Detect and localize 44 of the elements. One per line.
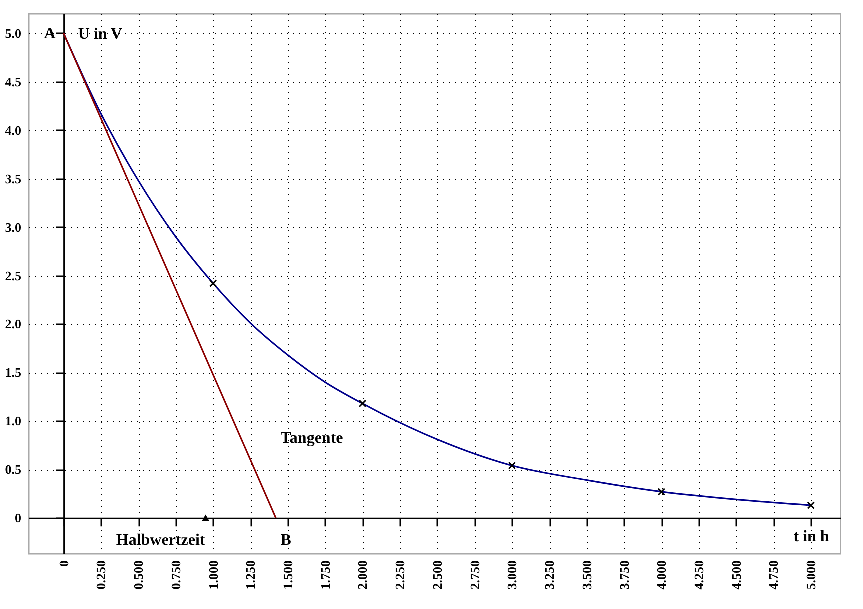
y-tick-label: 2.5: [5, 268, 22, 284]
y-tick-label: 3.5: [5, 171, 22, 186]
x-tick-label: 0.250: [94, 560, 109, 590]
x-tick-label: 5.000: [804, 560, 819, 590]
x-tick-label: 4.000: [654, 560, 670, 590]
point: [209, 280, 218, 288]
x-tick-label: 1.500: [280, 560, 296, 590]
y-tick-label: 0: [15, 510, 22, 526]
x-tick-label: 0.500: [131, 560, 146, 590]
point: [807, 502, 816, 510]
point: [508, 462, 516, 470]
annotation: B: [280, 532, 292, 550]
x-tick-label: 1.250: [243, 560, 258, 590]
x-tick-label: 3.000: [504, 560, 520, 590]
x-tick-label: 1.000: [206, 560, 221, 590]
annotation: Halbwertzeit: [116, 532, 206, 550]
x-tick-label: 0: [56, 560, 72, 567]
point: [358, 400, 367, 408]
x-tick-label: 4.500: [728, 560, 744, 590]
y-tick-label: 4.5: [5, 74, 22, 90]
y-tick-label: 5.0: [5, 26, 22, 41]
x-tick-label: 4.250: [692, 560, 707, 590]
y-tick-label: 2.0: [5, 316, 22, 332]
y-axis-title: U in V: [78, 26, 123, 43]
annotation: A: [44, 25, 56, 42]
x-tick-label: 2.500: [430, 560, 445, 590]
x-tick-label: 3.250: [542, 560, 558, 590]
y-tick-label: 1.5: [5, 365, 22, 380]
x-tick-label: 2.750: [467, 560, 482, 590]
y-tick-label: 1.0: [5, 414, 22, 429]
x-tick-label: 2.000: [355, 560, 370, 590]
y-tick-label: 0.5: [5, 462, 22, 478]
x-tick-label: 3.750: [616, 560, 632, 590]
y-tick-label: 3.0: [5, 220, 22, 235]
point: [202, 514, 210, 522]
x-axis-title: t in h: [794, 528, 830, 546]
x-tick-label: 2.250: [392, 560, 408, 590]
y-tick-label: 4.0: [5, 122, 22, 138]
x-tick-label: 4.750: [766, 560, 782, 590]
annotation: Tangente: [280, 430, 344, 447]
x-tick-label: 0.750: [168, 560, 184, 590]
x-tick-label: 1.750: [318, 560, 333, 590]
x-tick-label: 3.500: [579, 560, 594, 590]
point: [658, 488, 666, 496]
